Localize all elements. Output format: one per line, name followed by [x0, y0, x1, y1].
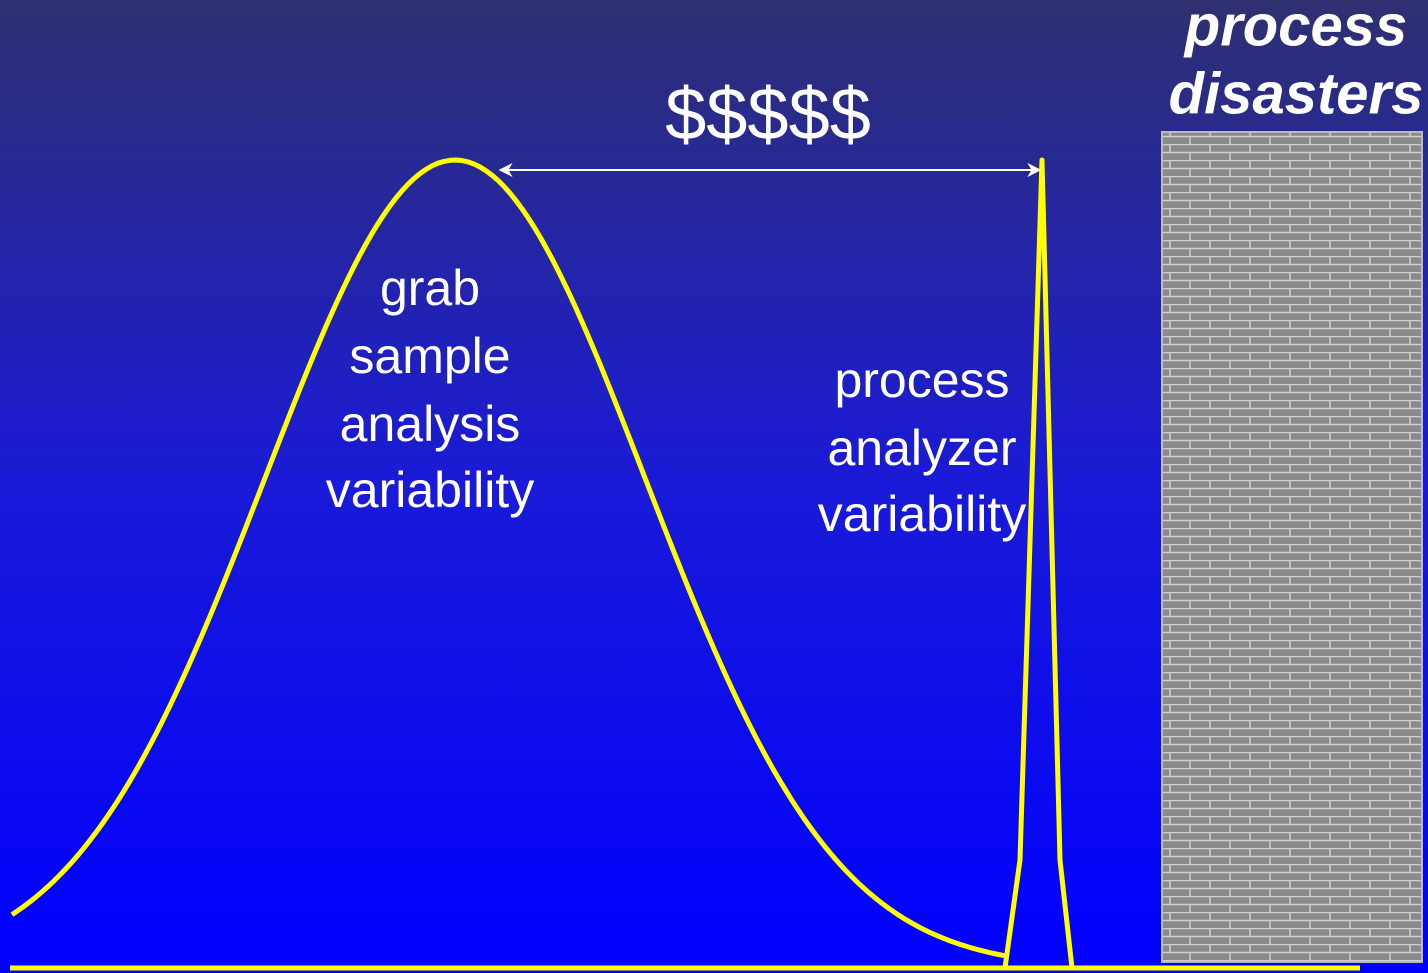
wall-label: disasters — [1169, 61, 1424, 126]
brick-wall — [1162, 132, 1422, 962]
grab-label: grab — [380, 260, 480, 316]
grab-label: sample — [349, 328, 510, 384]
analyzer-label: analyzer — [828, 420, 1017, 476]
cost-label: $$$$$ — [665, 73, 871, 156]
grab-label: variability — [326, 462, 534, 518]
analyzer-label: process — [834, 352, 1009, 408]
wall-label: process — [1183, 0, 1407, 58]
slide: $$$$$ grab sample analysis variability p… — [0, 0, 1428, 973]
analyzer-label: variability — [818, 486, 1026, 542]
grab-label: analysis — [340, 396, 521, 452]
